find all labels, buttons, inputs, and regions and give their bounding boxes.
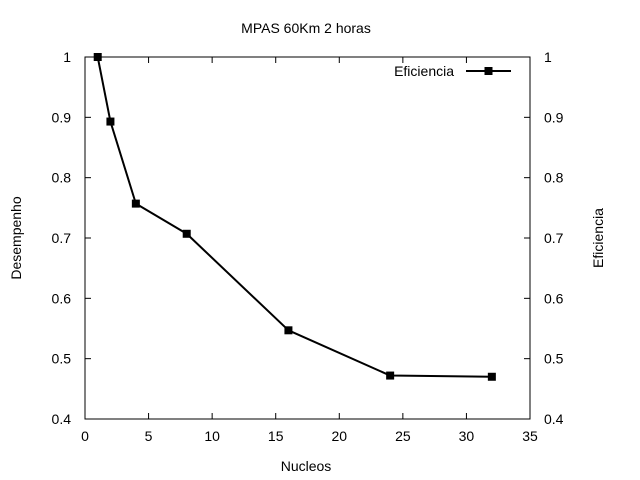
x-axis-label: Nucleos	[281, 458, 332, 474]
x-tick-label: 35	[522, 428, 538, 444]
data-point-marker	[487, 372, 496, 381]
y2-axis-label: Eficiencia	[590, 208, 606, 268]
y-tick-label: 0.4	[52, 411, 72, 427]
legend: Eficiencia	[394, 63, 511, 79]
x-tick-label: 5	[145, 428, 153, 444]
y2-tick-label: 0.5	[544, 351, 564, 367]
y2-tick-label: 0.6	[544, 290, 564, 306]
y-tick-label: 0.7	[52, 230, 72, 246]
x-tick-label: 25	[395, 428, 411, 444]
data-point-marker	[386, 371, 395, 380]
axes-group: 0 5 10 15 20 25 30 35 0.4 0.4 0.5 0.5 0.6 0.6 0.7 0.7 0.…	[52, 49, 564, 444]
data-point-marker	[93, 53, 102, 61]
series-group	[93, 53, 496, 381]
x-tick-label: 20	[331, 428, 347, 444]
y2-tick-label: 0.8	[544, 170, 564, 186]
data-point-marker	[284, 326, 293, 335]
data-point-marker	[182, 229, 191, 238]
y2-tick-label: 0.9	[544, 109, 564, 125]
x-tick-label: 15	[268, 428, 284, 444]
x-tick-label: 10	[204, 428, 220, 444]
y-tick-label: 0.6	[52, 290, 72, 306]
legend-marker	[484, 67, 493, 75]
x-tick-label: 0	[81, 428, 89, 444]
y2-tick-label: 0.4	[544, 411, 564, 427]
x-tick-label: 30	[459, 428, 475, 444]
y2-tick-label: 0.7	[544, 230, 564, 246]
y-tick-label: 1	[63, 49, 71, 65]
y2-tick-label: 1	[544, 49, 552, 65]
legend-label: Eficiencia	[394, 63, 454, 79]
y-tick-label: 0.8	[52, 170, 72, 186]
y-axis-label: Desempenho	[8, 196, 24, 279]
data-point-marker	[131, 199, 140, 208]
chart-title: MPAS 60Km 2 horas	[241, 20, 371, 36]
y-tick-label: 0.9	[52, 109, 72, 125]
data-point-marker	[106, 117, 115, 126]
y-tick-label: 0.5	[52, 351, 72, 367]
